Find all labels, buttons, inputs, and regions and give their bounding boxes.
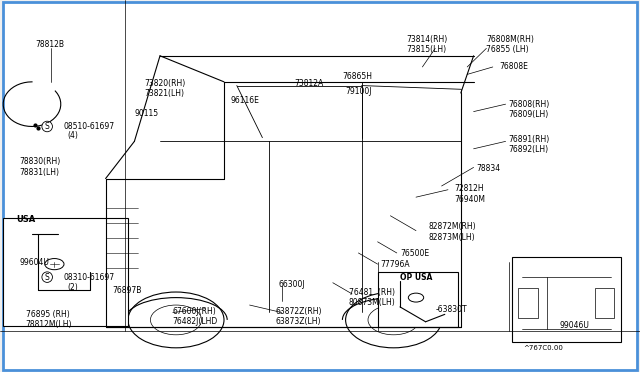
Text: 90115: 90115 [134, 109, 159, 118]
Text: 82872M(RH): 82872M(RH) [429, 222, 476, 231]
Text: 76808(RH): 76808(RH) [509, 100, 550, 109]
Text: (4): (4) [67, 131, 78, 140]
Text: 77796A: 77796A [381, 260, 410, 269]
Text: S: S [45, 122, 49, 131]
Bar [595, 288, 614, 318]
Text: 08510-61697: 08510-61697 [64, 122, 115, 131]
Text: 63873Z(LH): 63873Z(LH) [275, 317, 321, 326]
Text: S: S [45, 273, 49, 282]
Text: 08310-61697: 08310-61697 [64, 273, 115, 282]
Text: 76892(LH): 76892(LH) [509, 145, 549, 154]
FancyBboxPatch shape [378, 272, 458, 327]
Text: 76482J(LHD: 76482J(LHD [173, 317, 218, 326]
Text: 78812M(LH): 78812M(LH) [26, 320, 72, 329]
Text: 78830(RH): 78830(RH) [19, 157, 60, 166]
Text: 78831(LH): 78831(LH) [19, 169, 60, 177]
Text: 76865H: 76865H [342, 72, 372, 81]
Text: ^767C0.00: ^767C0.00 [524, 345, 563, 351]
Text: (2): (2) [67, 283, 78, 292]
Text: 63872Z(RH): 63872Z(RH) [275, 307, 322, 316]
Text: 99046U: 99046U [560, 321, 590, 330]
Text: 76897B: 76897B [112, 286, 141, 295]
Text: 76500E: 76500E [400, 249, 429, 258]
Text: 72812H: 72812H [454, 184, 484, 193]
Text: 79100J: 79100J [346, 87, 372, 96]
Text: 73814(RH): 73814(RH) [406, 35, 447, 44]
Text: 73812A: 73812A [294, 79, 324, 88]
Text: 76809(LH): 76809(LH) [509, 110, 549, 119]
Bar [518, 288, 538, 318]
Text: 67600J(RH): 67600J(RH) [173, 307, 216, 316]
FancyBboxPatch shape [512, 257, 621, 342]
Text: USA: USA [16, 215, 35, 224]
Text: 73815(LH): 73815(LH) [406, 45, 447, 54]
Text: 76808M(RH): 76808M(RH) [486, 35, 534, 44]
Text: 76481  (RH): 76481 (RH) [349, 288, 395, 296]
Text: 76855 (LH): 76855 (LH) [486, 45, 529, 54]
Text: 76895 (RH): 76895 (RH) [26, 310, 69, 319]
Text: 99604U: 99604U [19, 258, 49, 267]
Text: 66300J: 66300J [278, 280, 305, 289]
Text: 80873M(LH): 80873M(LH) [349, 298, 396, 307]
Text: OP USA: OP USA [400, 273, 433, 282]
Text: 76940M: 76940M [454, 195, 485, 203]
Text: 78812B: 78812B [35, 40, 64, 49]
Text: 96116E: 96116E [230, 96, 259, 105]
Text: 82873M(LH): 82873M(LH) [429, 233, 476, 242]
FancyBboxPatch shape [3, 218, 128, 326]
Text: 76891(RH): 76891(RH) [509, 135, 550, 144]
Text: -63830T: -63830T [435, 305, 467, 314]
Text: 78834: 78834 [477, 164, 501, 173]
Text: 73821(LH): 73821(LH) [144, 89, 184, 98]
FancyBboxPatch shape [3, 2, 637, 370]
Text: 76808E: 76808E [499, 62, 528, 71]
Text: 73820(RH): 73820(RH) [144, 79, 185, 88]
